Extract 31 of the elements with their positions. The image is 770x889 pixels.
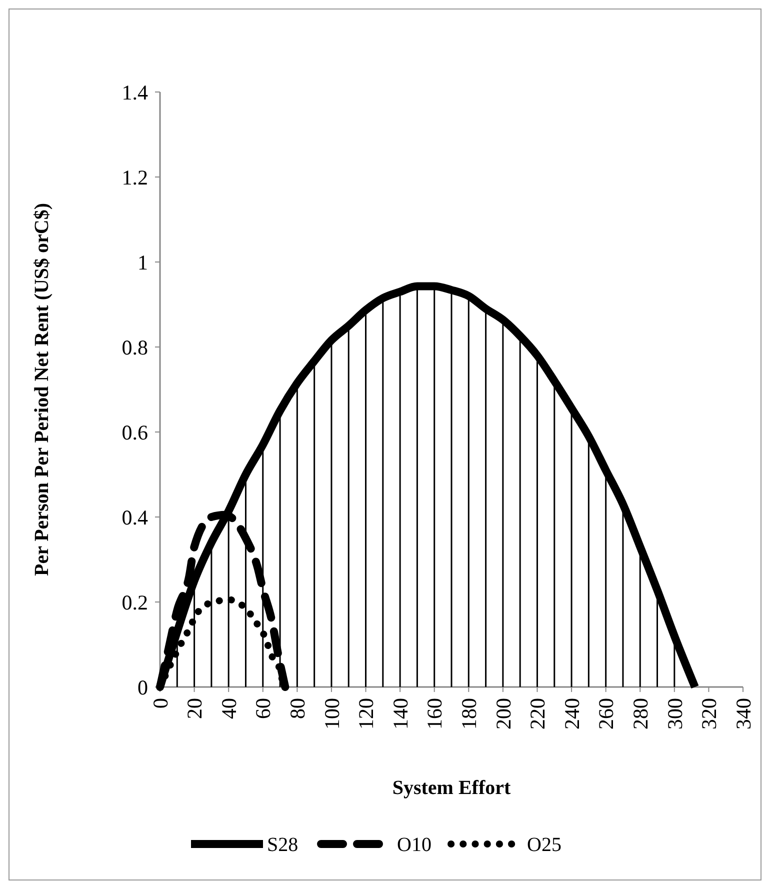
x-tick-label: 160 — [422, 698, 447, 730]
x-tick-label: 20 — [182, 698, 207, 719]
y-tick-label: 1 — [138, 250, 148, 274]
y-tick-label: 0 — [138, 675, 148, 700]
x-tick-label: 300 — [662, 698, 687, 730]
x-tick-label: 200 — [491, 698, 516, 730]
legend-label: O25 — [527, 834, 562, 856]
x-tick-label: 340 — [731, 698, 756, 730]
legend-label: S28 — [267, 834, 298, 856]
y-tick-label: 1.4 — [122, 80, 148, 104]
y-tick-label: 0.2 — [122, 590, 148, 614]
y-tick-label: 1.2 — [122, 165, 148, 190]
y-tick-label: 0.4 — [122, 505, 148, 530]
x-tick-label: 280 — [628, 698, 652, 730]
y-tick-label: 0.8 — [122, 335, 148, 360]
x-tick-label: 100 — [320, 698, 344, 730]
x-tick-label: 180 — [456, 698, 481, 730]
x-tick-label: 40 — [216, 698, 241, 719]
x-tick-label: 120 — [354, 698, 378, 730]
y-axis-title: Per Person Per Period Net Rent (US$ orC$) — [31, 202, 53, 576]
y-tick-label: 0.6 — [122, 420, 148, 444]
x-tick-label: 320 — [697, 698, 722, 730]
x-tick-label: 260 — [594, 698, 618, 730]
x-tick-label: 240 — [560, 698, 584, 730]
x-tick-label: 140 — [388, 698, 412, 730]
legend-label: O10 — [397, 834, 432, 856]
x-tick-label: 220 — [526, 698, 550, 730]
x-tick-label: 80 — [286, 698, 310, 719]
x-tick-label: 60 — [251, 698, 276, 719]
x-tick-label: 0 — [148, 698, 172, 708]
x-axis-title: System Effort — [392, 777, 511, 799]
